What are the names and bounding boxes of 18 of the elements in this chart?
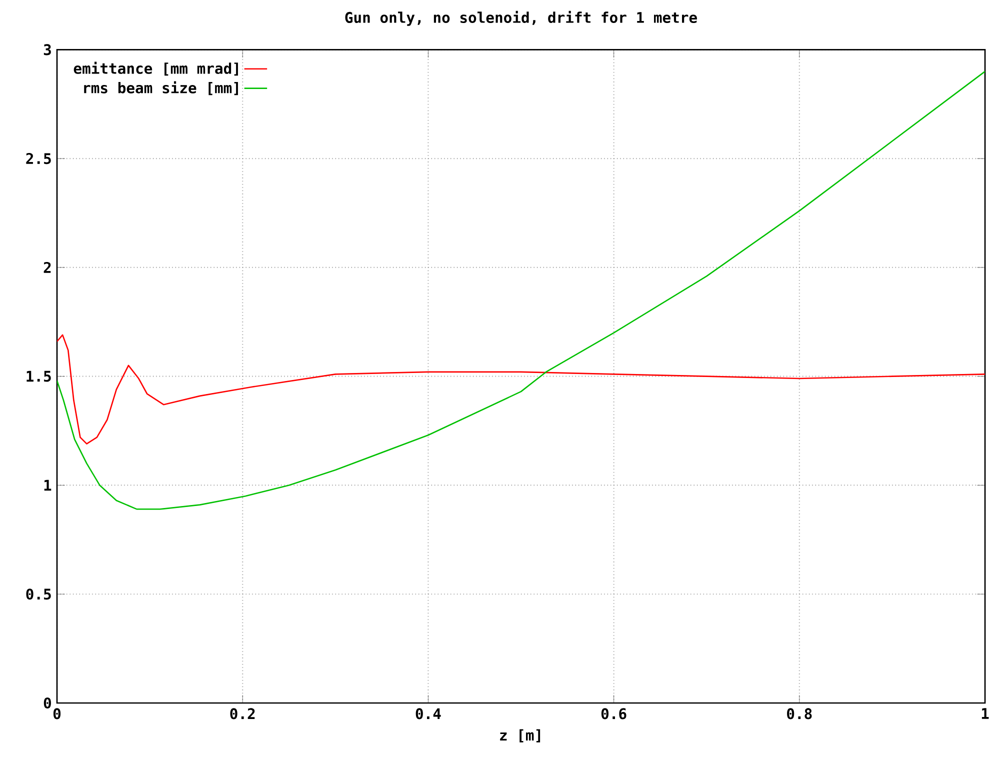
legend-label: emittance [mm mrad] bbox=[74, 62, 238, 76]
y-tick-label: 2 bbox=[44, 262, 51, 273]
x-tick-label: 0.4 bbox=[416, 708, 441, 720]
legend-label: rms beam size [mm] bbox=[84, 81, 238, 96]
y-tick-label: 1 bbox=[44, 480, 52, 491]
y-tick-label: 1.5 bbox=[26, 370, 51, 382]
x-axis-title: z [m] bbox=[500, 729, 540, 742]
x-tick-label: 0.8 bbox=[787, 708, 812, 720]
y-tick-label: 2.5 bbox=[26, 153, 51, 164]
y-tick-label: 3 bbox=[44, 44, 51, 56]
x-tick-label: 0.6 bbox=[601, 708, 626, 720]
chart-title: Gun only, no solenoid, drift for 1 metre bbox=[345, 10, 697, 26]
line-series bbox=[57, 334, 986, 445]
y-tick-label: 0.5 bbox=[26, 588, 51, 600]
x-tick-label: 0.2 bbox=[230, 708, 255, 720]
x-tick-label: 1 bbox=[982, 708, 989, 719]
x-tick-label: 0 bbox=[53, 708, 61, 720]
y-tick-label: 0 bbox=[44, 697, 51, 709]
